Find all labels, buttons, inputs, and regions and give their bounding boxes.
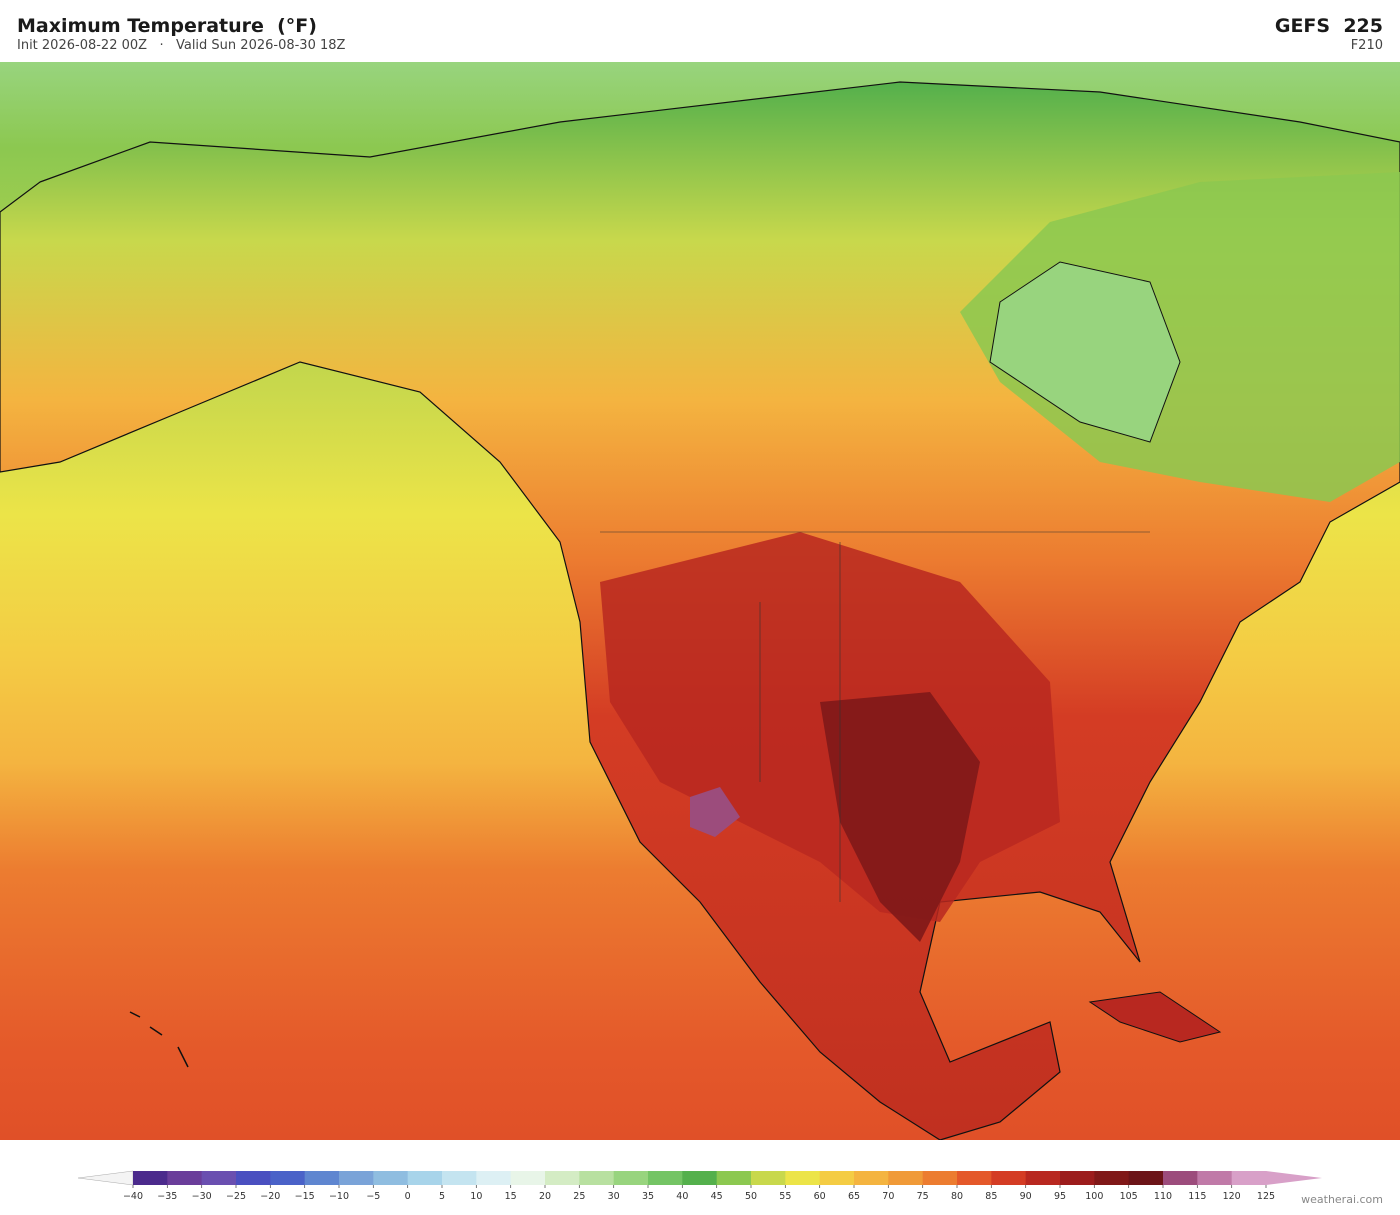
colorbar-tick-label: −40 — [123, 1191, 143, 1202]
colorbar-tick-label: 75 — [917, 1191, 929, 1202]
colorbar-tick-label: 115 — [1188, 1191, 1206, 1202]
colorbar-segment — [613, 1171, 649, 1185]
borders — [600, 531, 1150, 902]
colorbar: −40 −35 −30 −25 −20 −15 −10 −5 0 5 10 15 20 25 30 35 40 4… — [77, 1170, 1322, 1202]
colorbar-tick-label: −30 — [192, 1191, 212, 1202]
extreme-spot — [690, 787, 740, 837]
colorbar-tick-label: 5 — [439, 1191, 445, 1202]
hawaii — [129, 1011, 189, 1068]
colorbar-tick-label: 35 — [642, 1191, 654, 1202]
colorbar-tick-label: 20 — [539, 1191, 551, 1202]
colorbar-segment — [579, 1171, 615, 1185]
subtitle: Init 2026-08-22 00Z · Valid Sun 2026-08-… — [17, 38, 346, 53]
colorbar-tick-label: −5 — [366, 1191, 380, 1202]
colorbar-tick-label: 85 — [985, 1191, 997, 1202]
colorbar-tick-label: 100 — [1085, 1191, 1103, 1202]
colorbar-tick-label: 0 — [405, 1191, 411, 1202]
colorbar-tick-label: 60 — [814, 1191, 826, 1202]
colorbar-segment — [167, 1171, 203, 1185]
colorbar-tick-label: −35 — [157, 1191, 177, 1202]
colorbar-segment — [373, 1171, 409, 1185]
colorbar-segment — [236, 1171, 271, 1185]
colorbar-tick-label: 30 — [608, 1191, 620, 1202]
colorbar-tick-label: 15 — [505, 1191, 517, 1202]
colorbar-segment — [1060, 1171, 1095, 1185]
colorbar-segment — [888, 1171, 924, 1185]
colorbar-over — [1266, 1171, 1322, 1185]
colorbar-tick-label: 80 — [951, 1191, 963, 1202]
colorbar-tick-label: 50 — [745, 1191, 757, 1202]
hudson-bay — [989, 261, 1181, 443]
colorbar-tick-label: 55 — [779, 1191, 791, 1202]
forecast-hour: F210 — [1350, 38, 1383, 53]
colorbar-tick-label: 110 — [1154, 1191, 1172, 1202]
colorbar-tick-label: 105 — [1120, 1191, 1138, 1202]
colorbar-segment — [716, 1171, 752, 1185]
colorbar-tick-label: −20 — [260, 1191, 280, 1202]
colorbar-tick-label: −15 — [295, 1191, 315, 1202]
colorbar-segment — [201, 1171, 237, 1185]
cuba — [1088, 991, 1222, 1043]
colorbar-segment — [1025, 1171, 1061, 1185]
hottest-region — [820, 692, 980, 942]
colorbar-segment — [545, 1171, 580, 1185]
colorbar-tick-label: 40 — [676, 1191, 688, 1202]
colorbar-tick-label: 70 — [882, 1191, 894, 1202]
colorbar-segment — [991, 1171, 1027, 1185]
model: GEFS 225 — [1274, 15, 1383, 37]
colorbar-tick-label: 90 — [1020, 1191, 1032, 1202]
colorbar-tick-label: 45 — [711, 1191, 723, 1202]
colorbar-segment — [270, 1171, 306, 1185]
colorbar-segment — [854, 1171, 889, 1185]
colorbar-segment — [1231, 1171, 1267, 1185]
colorbar-segment — [682, 1171, 718, 1185]
colorbar-segment — [922, 1171, 958, 1185]
colorbar-segment — [133, 1171, 168, 1185]
colorbar-tick-label: −25 — [226, 1191, 246, 1202]
colorbar-segment — [510, 1171, 546, 1185]
colorbar-tick-label: 95 — [1054, 1191, 1066, 1202]
colorbar-under — [77, 1170, 134, 1186]
colorbar-tick-label: 120 — [1223, 1191, 1241, 1202]
watermark: weatherai.com — [1301, 1193, 1383, 1206]
colorbar-tick-label: 10 — [470, 1191, 482, 1202]
colorbar-segment — [819, 1171, 855, 1185]
colorbar-segment — [1197, 1171, 1233, 1185]
colorbar-segment — [339, 1171, 374, 1185]
colorbar-tick-label: 65 — [848, 1191, 860, 1202]
colorbar-segment — [407, 1171, 443, 1185]
colorbar-tick-label: 125 — [1257, 1191, 1275, 1202]
colorbar-tick-label: −10 — [329, 1191, 349, 1202]
colorbar-segment — [957, 1171, 992, 1185]
colorbar-segment — [476, 1171, 512, 1185]
colorbar-segment — [785, 1171, 821, 1185]
canada-cool — [960, 172, 1400, 502]
colorbar-segment — [751, 1171, 786, 1185]
colorbar-segment — [1094, 1171, 1130, 1185]
map — [0, 62, 1400, 1140]
colorbar-segment — [1128, 1171, 1164, 1185]
colorbar-segment — [304, 1171, 340, 1185]
colorbar-segment — [648, 1171, 683, 1185]
colorbar-segment — [442, 1171, 477, 1185]
colorbar-tick-label: 25 — [573, 1191, 585, 1202]
colorbar-segment — [1163, 1171, 1198, 1185]
title: Maximum Temperature (°F) — [17, 15, 317, 37]
